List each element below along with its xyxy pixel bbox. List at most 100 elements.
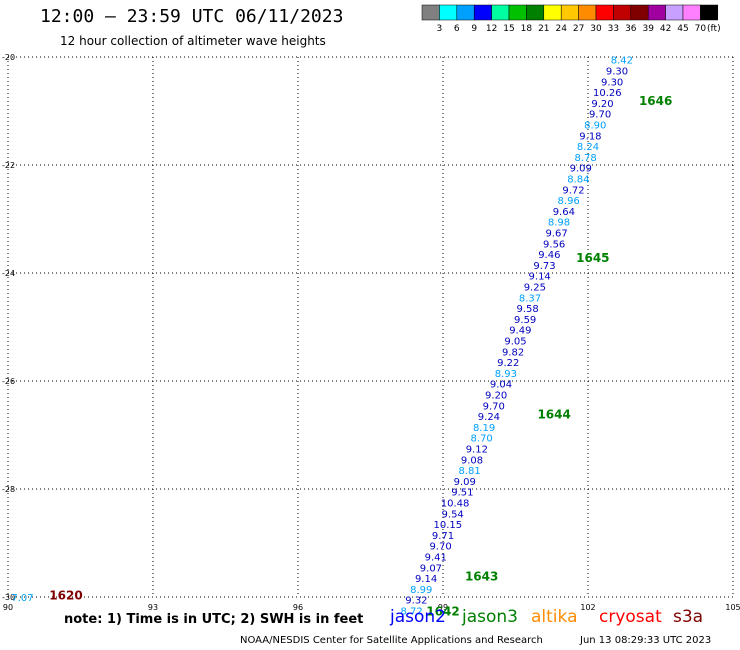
legend-swatch bbox=[439, 4, 458, 21]
wave-height-value: 8.37 bbox=[519, 293, 541, 304]
pass-time-label: 1643 bbox=[465, 569, 498, 583]
legend-swatch bbox=[578, 4, 597, 21]
wave-height-value: 9.49 bbox=[509, 326, 531, 337]
wave-height-value: 9.18 bbox=[579, 131, 601, 142]
satellite-s3a-label: s3a bbox=[673, 607, 704, 627]
wave-height-value: 9.56 bbox=[543, 239, 565, 250]
map-subtitle: 12 hour collection of altimeter wave hei… bbox=[60, 34, 326, 48]
legend-swatch bbox=[543, 4, 562, 21]
wave-height-value: 10.48 bbox=[441, 499, 470, 510]
legend-tick-label: 30 bbox=[590, 24, 602, 34]
latitude-label: -24 bbox=[2, 269, 15, 278]
legend-tick-label: 18 bbox=[521, 24, 533, 34]
legend-tick-label: 45 bbox=[677, 24, 688, 34]
longitude-label: 96 bbox=[293, 603, 303, 612]
longitude-label: 93 bbox=[148, 603, 158, 612]
legend-tick-label: 33 bbox=[608, 24, 619, 34]
legend-swatch bbox=[560, 4, 579, 21]
footer-timestamp: Jun 13 08:29:33 UTC 2023 bbox=[580, 635, 712, 646]
pass-time-label: 1642 bbox=[426, 605, 459, 619]
wave-height-value: 8.84 bbox=[567, 175, 589, 186]
footer-organization: NOAA/NESDIS Center for Satellite Applica… bbox=[240, 635, 543, 646]
wave-height-value: 9.30 bbox=[606, 67, 628, 78]
units-note: note: 1) Time is in UTC; 2) SWH is in fe… bbox=[64, 612, 364, 627]
wave-height-value: 8.24 bbox=[577, 142, 599, 153]
legend-tick-label: 12 bbox=[486, 24, 497, 34]
legend-swatch bbox=[473, 4, 492, 21]
longitude-label: 90 bbox=[3, 603, 13, 612]
wave-height-value: 9.14 bbox=[529, 272, 551, 283]
pass-time-label: 1645 bbox=[576, 251, 609, 265]
wave-height-value: 8.42 bbox=[611, 56, 633, 67]
satellite-jason3-label: jason3 bbox=[462, 607, 518, 627]
wave-height-value: 8.93 bbox=[495, 369, 517, 380]
longitude-label: 102 bbox=[580, 603, 595, 612]
wave-height-value: 9.32 bbox=[405, 596, 427, 607]
legend-tick-label: 70 bbox=[695, 24, 707, 34]
wave-height-track: 8.429.309.3010.269.209.708.909.188.248.7… bbox=[11, 56, 633, 618]
wave-height-value: 9.73 bbox=[533, 261, 555, 272]
wave-height-value: 8.78 bbox=[574, 153, 596, 164]
wave-height-value: 9.41 bbox=[425, 553, 447, 564]
pass-time-label: 1644 bbox=[537, 407, 570, 421]
wave-height-value: 9.64 bbox=[553, 207, 575, 218]
wave-height-value: 8.81 bbox=[458, 466, 480, 477]
legend-swatch bbox=[665, 4, 684, 21]
legend-tick-label: 9 bbox=[471, 24, 477, 34]
latitude-label: -20 bbox=[2, 53, 15, 62]
legend-tick-label: 39 bbox=[642, 24, 654, 34]
wave-height-value: 8.99 bbox=[410, 585, 432, 596]
color-legend: 3 6 9 12 15 18 21 24 27 30 33 36 39 42 45 70 (ft) bbox=[421, 4, 721, 34]
legend-swatch bbox=[613, 4, 632, 21]
wave-height-value: 9.59 bbox=[514, 315, 536, 326]
wave-height-value: 10.26 bbox=[593, 88, 622, 99]
legend-tick-label: 21 bbox=[538, 24, 549, 34]
wave-height-value: 7.07 bbox=[11, 593, 33, 604]
legend-tick-label: 24 bbox=[555, 24, 567, 34]
wave-height-value: 9.20 bbox=[485, 391, 507, 402]
legend-tick-label: 42 bbox=[660, 24, 671, 34]
legend-swatch bbox=[491, 4, 510, 21]
wave-height-value: 9.46 bbox=[538, 250, 560, 261]
legend-swatch bbox=[682, 4, 701, 21]
legend-swatch bbox=[456, 4, 475, 21]
legend-tick-label: 6 bbox=[454, 24, 460, 34]
wave-height-value: 9.05 bbox=[504, 337, 526, 348]
legend-swatch bbox=[508, 4, 527, 21]
wave-height-value: 8.96 bbox=[558, 196, 580, 207]
latitude-label: -30 bbox=[2, 593, 15, 602]
latitude-label: -28 bbox=[2, 485, 15, 494]
wave-height-value: 8.72 bbox=[400, 607, 422, 618]
time-labels: 1646 1645 1644 1643 1642 1620 bbox=[49, 94, 672, 618]
legend-unit: (ft) bbox=[707, 24, 721, 34]
wave-height-value: 9.25 bbox=[524, 283, 546, 294]
wave-height-value: 8.90 bbox=[584, 121, 606, 132]
legend-tick-label: 27 bbox=[573, 24, 584, 34]
map-title: 12:00 — 23:59 UTC 06/11/2023 bbox=[40, 6, 344, 27]
wave-height-value: 8.19 bbox=[473, 423, 495, 434]
wave-height-value: 9.24 bbox=[478, 412, 500, 423]
wave-height-value: 9.70 bbox=[483, 401, 505, 412]
legend-swatch bbox=[700, 4, 719, 21]
pass-time-label: 1620 bbox=[49, 588, 82, 602]
wave-height-value: 9.67 bbox=[545, 229, 567, 240]
wave-height-value: 9.71 bbox=[432, 531, 454, 542]
wave-height-value: 9.04 bbox=[490, 380, 512, 391]
wave-height-value: 9.30 bbox=[601, 77, 623, 88]
longitude-label: 105 bbox=[725, 603, 740, 612]
wave-height-value: 10.15 bbox=[434, 520, 463, 531]
wave-height-value: 9.54 bbox=[442, 509, 464, 520]
legend-swatch bbox=[421, 4, 440, 21]
wave-height-value: 9.09 bbox=[454, 477, 476, 488]
latitude-label: -22 bbox=[2, 161, 15, 170]
wave-height-value: 9.09 bbox=[570, 164, 592, 175]
satellite-jason2-label: jason2 bbox=[390, 607, 446, 627]
map-grid bbox=[7, 56, 734, 598]
pass-time-label: 1646 bbox=[639, 94, 672, 108]
legend-swatch bbox=[647, 4, 666, 21]
wave-height-value: 9.08 bbox=[461, 455, 483, 466]
latitude-label: -26 bbox=[2, 377, 15, 386]
wave-height-value: 8.98 bbox=[548, 218, 570, 229]
